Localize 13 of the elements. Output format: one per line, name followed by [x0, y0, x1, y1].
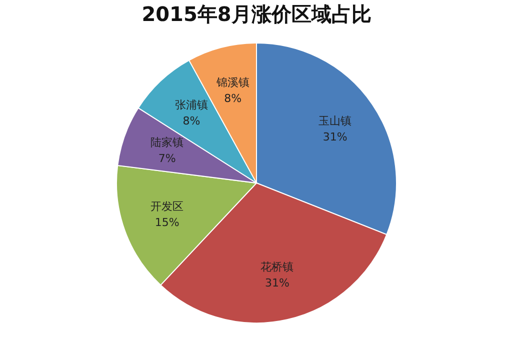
- slice-label: 开发区: [150, 200, 184, 214]
- slice-label: 张浦镇: [174, 98, 208, 112]
- data-label: 7%: [158, 152, 176, 165]
- data-label: 8%: [224, 92, 242, 105]
- data-label: 15%: [154, 216, 180, 230]
- slice-label: 锦溪镇: [215, 76, 250, 89]
- chart-title: 2015年8月涨价区域占比: [142, 2, 372, 26]
- slice-label: 花桥镇: [260, 260, 294, 274]
- data-label: 31%: [322, 130, 348, 144]
- data-label: 8%: [182, 114, 200, 128]
- slice-label: 陆家镇: [150, 136, 184, 149]
- data-label: 31%: [264, 276, 290, 290]
- slice-label: 玉山镇: [318, 114, 352, 128]
